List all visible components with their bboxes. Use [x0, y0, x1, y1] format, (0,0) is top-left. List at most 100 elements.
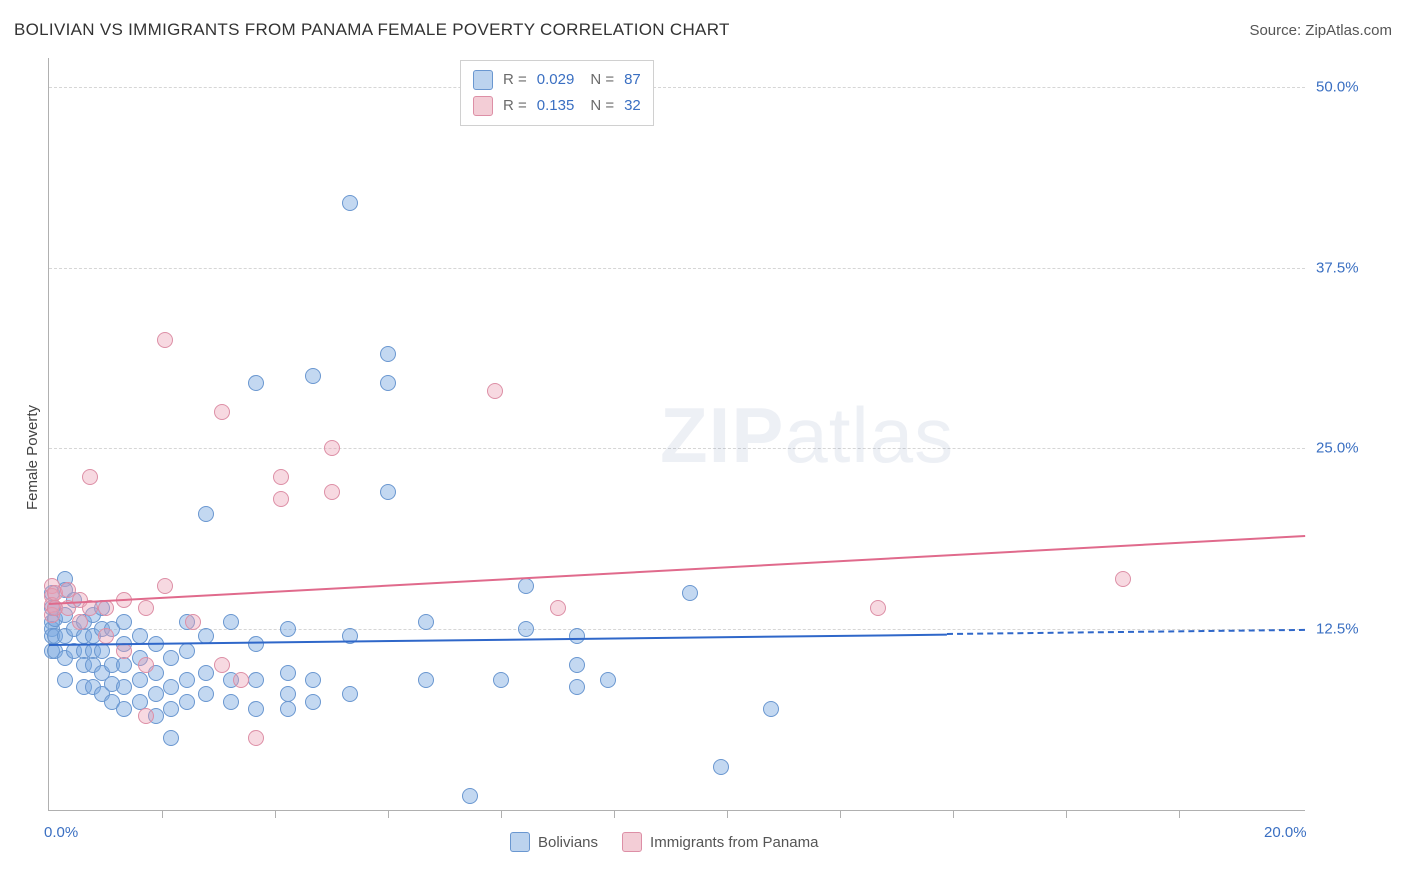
scatter-point-bolivians	[179, 694, 195, 710]
gridline	[49, 448, 1305, 449]
y-axis-label: Female Poverty	[24, 405, 41, 510]
y-tick-label: 37.5%	[1316, 259, 1359, 276]
swatch-panama	[473, 96, 493, 116]
scatter-point-bolivians	[248, 672, 264, 688]
scatter-point-bolivians	[248, 636, 264, 652]
scatter-point-bolivians	[198, 665, 214, 681]
scatter-point-bolivians	[305, 672, 321, 688]
trend-line-panama	[49, 535, 1305, 605]
stat-r-label: R =	[503, 93, 527, 119]
scatter-point-bolivians	[380, 484, 396, 500]
scatter-point-panama	[82, 469, 98, 485]
stat-n-value-panama: 32	[624, 93, 641, 119]
scatter-point-panama	[157, 578, 173, 594]
scatter-point-panama	[116, 643, 132, 659]
legend-item-bolivians: Bolivians	[510, 832, 598, 852]
swatch-bolivians	[510, 832, 530, 852]
scatter-point-panama	[324, 440, 340, 456]
x-max-label: 20.0%	[1264, 824, 1307, 841]
scatter-point-bolivians	[179, 672, 195, 688]
scatter-point-bolivians	[518, 578, 534, 594]
scatter-point-bolivians	[148, 686, 164, 702]
scatter-point-bolivians	[569, 657, 585, 673]
x-tick	[501, 810, 502, 818]
scatter-point-bolivians	[305, 694, 321, 710]
scatter-point-bolivians	[713, 759, 729, 775]
scatter-point-bolivians	[280, 665, 296, 681]
scatter-point-panama	[487, 383, 503, 399]
stat-n-label: N =	[590, 67, 614, 93]
scatter-point-bolivians	[223, 614, 239, 630]
scatter-point-bolivians	[57, 672, 73, 688]
source-label: Source: ZipAtlas.com	[1249, 22, 1392, 39]
scatter-point-panama	[185, 614, 201, 630]
trend-line-bolivians	[49, 633, 947, 645]
scatter-point-bolivians	[380, 346, 396, 362]
scatter-point-bolivians	[116, 657, 132, 673]
scatter-point-panama	[870, 600, 886, 616]
scatter-point-panama	[324, 484, 340, 500]
scatter-point-panama	[550, 600, 566, 616]
scatter-point-panama	[72, 614, 88, 630]
scatter-point-panama	[98, 628, 114, 644]
y-tick-label: 50.0%	[1316, 78, 1359, 95]
scatter-point-bolivians	[198, 506, 214, 522]
scatter-point-bolivians	[305, 368, 321, 384]
scatter-point-bolivians	[116, 701, 132, 717]
scatter-point-bolivians	[248, 375, 264, 391]
scatter-point-bolivians	[248, 701, 264, 717]
stat-r-label: R =	[503, 67, 527, 93]
scatter-point-panama	[214, 657, 230, 673]
stat-r-value-bolivians: 0.029	[537, 67, 575, 93]
swatch-bolivians	[473, 70, 493, 90]
scatter-point-bolivians	[163, 679, 179, 695]
scatter-point-panama	[1115, 571, 1131, 587]
correlation-stats-box: R = 0.029 N = 87R = 0.135 N = 32	[460, 60, 654, 126]
gridline	[49, 87, 1305, 88]
legend-label-bolivians: Bolivians	[538, 834, 598, 851]
scatter-point-panama	[233, 672, 249, 688]
scatter-point-panama	[157, 332, 173, 348]
scatter-point-bolivians	[179, 643, 195, 659]
x-tick	[953, 810, 954, 818]
x-tick	[727, 810, 728, 818]
scatter-point-bolivians	[163, 650, 179, 666]
legend-item-panama: Immigrants from Panama	[622, 832, 818, 852]
y-tick-label: 25.0%	[1316, 440, 1359, 457]
scatter-point-panama	[214, 404, 230, 420]
scatter-point-bolivians	[163, 730, 179, 746]
scatter-point-bolivians	[342, 686, 358, 702]
x-tick	[162, 810, 163, 818]
scatter-point-bolivians	[223, 694, 239, 710]
stat-r-value-panama: 0.135	[537, 93, 575, 119]
x-tick	[1179, 810, 1180, 818]
series-legend: Bolivians Immigrants from Panama	[510, 832, 818, 852]
scatter-point-bolivians	[418, 672, 434, 688]
scatter-point-bolivians	[163, 701, 179, 717]
stat-n-value-bolivians: 87	[624, 67, 641, 93]
scatter-point-panama	[248, 730, 264, 746]
stats-row-bolivians: R = 0.029 N = 87	[473, 67, 641, 93]
scatter-point-bolivians	[380, 375, 396, 391]
scatter-point-bolivians	[518, 621, 534, 637]
scatter-point-bolivians	[763, 701, 779, 717]
scatter-point-bolivians	[462, 788, 478, 804]
scatter-point-panama	[273, 469, 289, 485]
x-tick	[275, 810, 276, 818]
scatter-point-bolivians	[280, 701, 296, 717]
scatter-point-bolivians	[569, 679, 585, 695]
y-tick-label: 12.5%	[1316, 621, 1359, 638]
legend-label-panama: Immigrants from Panama	[650, 834, 818, 851]
x-tick	[614, 810, 615, 818]
scatter-point-bolivians	[132, 672, 148, 688]
scatter-point-bolivians	[682, 585, 698, 601]
x-tick	[388, 810, 389, 818]
scatter-point-bolivians	[418, 614, 434, 630]
scatter-point-bolivians	[280, 621, 296, 637]
x-tick	[840, 810, 841, 818]
x-tick	[1066, 810, 1067, 818]
scatter-point-bolivians	[342, 195, 358, 211]
scatter-point-panama	[138, 600, 154, 616]
swatch-panama	[622, 832, 642, 852]
gridline	[49, 268, 1305, 269]
